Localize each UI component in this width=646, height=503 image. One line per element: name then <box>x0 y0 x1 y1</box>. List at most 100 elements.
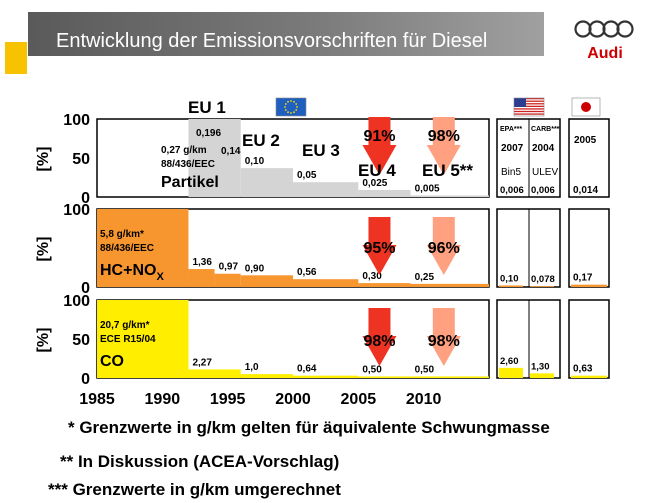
bar-label-co-4: 0,50 <box>362 364 382 375</box>
particle-extra-label: 0,14 <box>221 146 241 157</box>
y-tick-particle-0: 0 <box>81 190 90 207</box>
jp-label-co: 0,63 <box>573 364 593 375</box>
y-tick-co-50: 50 <box>72 332 90 349</box>
page-title: Entwicklung der Emissionsvorschriften fü… <box>56 30 488 52</box>
panel-name-hc_nox: HC+NOX <box>100 262 164 283</box>
us-header-epa: EPA*** <box>500 126 522 133</box>
us-bar-co-0 <box>499 367 523 378</box>
bar-hc_nox-0 <box>97 209 189 287</box>
us-flag-stripe <box>514 105 544 107</box>
bar-label-hc_nox-4: 0,56 <box>297 267 317 278</box>
directive-particle: 88/436/EEC <box>161 159 215 170</box>
us-label-hc_nox-0: 0,10 <box>500 273 519 284</box>
bar-particle-3 <box>358 189 411 197</box>
us-flag-stripe <box>514 100 544 102</box>
jp-frame-hc_nox <box>568 208 610 288</box>
us-flag-canton <box>514 98 526 107</box>
eu-flag <box>275 97 307 117</box>
bar-label-co-3: 0,64 <box>297 364 317 375</box>
footnote-1: * Grenzwerte in g/km gelten für äquivale… <box>68 418 550 437</box>
bar-hc_nox-2 <box>214 273 241 287</box>
jp-bar-hc_nox <box>571 284 607 287</box>
us-label-hc_nox-1: 0,078 <box>531 274 555 285</box>
reduction-arrow-hc_nox-1 <box>426 217 461 275</box>
stage-label-eu5: EU 5** <box>422 161 473 180</box>
bar-label-hc_nox-6: 0,25 <box>415 272 435 283</box>
jp-bar-co <box>571 375 607 378</box>
bar-particle-1 <box>240 168 293 197</box>
y-axis-label-particle: [%] <box>35 147 52 172</box>
bar-co-1 <box>188 369 241 378</box>
us-header-carb: CARB*** <box>531 126 560 133</box>
bar-hc_nox-6 <box>410 283 489 287</box>
reduction-arrow-co-0 <box>362 308 397 366</box>
reduction-label-particle-0: 91% <box>363 128 395 145</box>
us-standard-carb: ULEV <box>532 167 558 178</box>
us-bar-co-1 <box>530 373 554 378</box>
stage-label-eu2: EU 2 <box>242 131 280 150</box>
reduction-arrow-hc_nox-0 <box>362 217 397 275</box>
y-tick-hc_nox-0: 0 <box>81 280 90 297</box>
directive-hc_nox: 88/436/EEC <box>100 243 154 254</box>
particle-extra-label: 0,196 <box>196 128 221 139</box>
y-tick-particle-100: 100 <box>63 112 90 129</box>
eu-flag-star <box>290 100 292 102</box>
us-label-particle-1: 0,006 <box>531 185 555 196</box>
accent-square <box>5 42 27 74</box>
us-flag-stripe <box>514 103 544 105</box>
y-axis-label-co: [%] <box>35 328 52 353</box>
svg-text:Audi: Audi <box>587 45 623 62</box>
us-flag-stripe <box>514 110 544 113</box>
stage-label-eu4: EU 4 <box>358 161 396 180</box>
jp-frame-particle <box>568 118 610 198</box>
y-tick-hc_nox-100: 100 <box>63 202 90 219</box>
bar-particle-0 <box>188 119 241 197</box>
us-label-co-0: 2,60 <box>500 356 519 367</box>
x-tick-1985: 1985 <box>79 391 115 408</box>
bar-label-hc_nox-5: 0,30 <box>362 271 382 282</box>
bar-co-3 <box>293 375 359 378</box>
bar-hc_nox-4 <box>293 279 359 287</box>
bar-label-hc_nox-2: 0,97 <box>219 262 239 273</box>
eu-flag-star <box>295 103 298 105</box>
bar-label-particle-4: 0,005 <box>415 183 440 194</box>
x-tick-2005: 2005 <box>341 391 377 408</box>
bar-co-5 <box>410 376 489 378</box>
eu-flag-star <box>296 106 298 108</box>
reduction-label-particle-1: 98% <box>428 128 460 145</box>
jp-label-particle: 0,014 <box>573 185 598 196</box>
us-flag-stripe <box>514 113 544 115</box>
directive-co: ECE R15/04 <box>100 334 156 345</box>
bar-co-2 <box>240 374 293 378</box>
reduction-label-co-1: 98% <box>428 333 460 350</box>
eu-flag-star <box>284 109 287 111</box>
bar-co-0 <box>97 300 189 378</box>
japan-flag-disc <box>581 102 591 112</box>
bar-label-hc_nox-1: 1,36 <box>192 257 212 268</box>
bar-label-particle-2: 0,05 <box>297 170 317 181</box>
y-tick-co-0: 0 <box>81 371 90 388</box>
eu-flag-star <box>287 111 289 114</box>
x-tick-2010: 2010 <box>406 391 442 408</box>
base-value-co: 20,7 g/km* <box>100 320 150 331</box>
us-bar-hc_nox-1 <box>530 286 554 287</box>
bar-label-particle-3: 0,025 <box>362 178 387 189</box>
base-value-particle: 0,27 g/km <box>161 145 207 156</box>
stage-label-eu1: EU 1 <box>188 98 226 117</box>
bar-label-co-5: 0,50 <box>415 364 435 375</box>
eu-flag-star <box>295 109 298 111</box>
eu-flag-star <box>293 111 295 114</box>
reduction-label-co-0: 98% <box>363 333 395 350</box>
bar-label-co-1: 2,27 <box>192 357 212 368</box>
japan-year: 2005 <box>574 135 597 146</box>
us-standard-epa: Bin5 <box>501 167 521 178</box>
reduction-label-hc_nox-1: 96% <box>428 240 460 257</box>
y-tick-particle-50: 50 <box>72 151 90 168</box>
eu-flag-star <box>293 100 295 103</box>
bar-hc_nox-3 <box>240 275 293 287</box>
eu-flag-star <box>287 100 289 103</box>
stage-label-eu3: EU 3 <box>302 141 340 160</box>
x-tick-1990: 1990 <box>145 391 181 408</box>
us-label-particle-0: 0,006 <box>500 185 524 196</box>
